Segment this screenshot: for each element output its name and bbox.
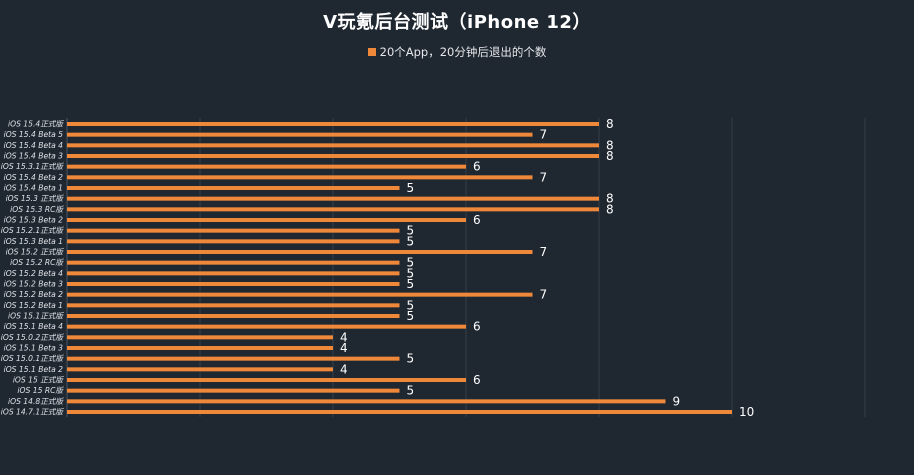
bar xyxy=(67,314,400,318)
bar xyxy=(67,260,400,265)
bar xyxy=(67,122,599,126)
legend-label: 20个App，20分钟后退出的个数 xyxy=(379,45,547,59)
bar xyxy=(67,228,400,233)
category-label: iOS 14.7.1正式版 xyxy=(1,408,65,417)
bar xyxy=(67,207,599,212)
data-label: 4 xyxy=(340,341,348,355)
category-label: iOS 15.2 Beta 3 xyxy=(4,280,64,289)
bar xyxy=(67,356,400,361)
data-label: 5 xyxy=(407,352,415,366)
category-label: iOS 15.1 Beta 3 xyxy=(4,344,64,353)
data-label: 5 xyxy=(407,298,415,312)
bar xyxy=(67,292,533,297)
data-label: 10 xyxy=(739,405,754,419)
chart-title: V玩氪后台测试（iPhone 12） xyxy=(323,12,591,33)
bar xyxy=(67,239,400,244)
category-label: iOS 15.3 Beta 1 xyxy=(4,237,63,246)
data-label: 8 xyxy=(606,192,614,206)
bar xyxy=(67,143,599,148)
category-label: iOS 15.3 Beta 2 xyxy=(4,216,64,225)
bar xyxy=(67,271,400,276)
category-label: iOS 15.4 Beta 4 xyxy=(4,141,64,150)
bar xyxy=(67,399,666,404)
data-label: 4 xyxy=(340,330,348,344)
category-label: iOS 15.1 Beta 4 xyxy=(4,322,64,331)
data-label: 6 xyxy=(473,373,481,387)
data-label: 8 xyxy=(606,138,614,152)
category-label: iOS 15.2.1正式版 xyxy=(1,226,65,235)
bar xyxy=(67,164,466,169)
data-label: 6 xyxy=(473,160,481,174)
bar xyxy=(67,186,400,190)
category-label: iOS 15.4 Beta 5 xyxy=(4,130,64,139)
data-label: 9 xyxy=(673,394,681,408)
data-label: 5 xyxy=(407,224,415,238)
category-label: iOS 15.2 Beta 4 xyxy=(4,269,64,278)
data-label: 5 xyxy=(407,266,415,280)
bar xyxy=(67,378,466,382)
data-label: 8 xyxy=(606,149,614,163)
category-label: iOS 15.1 Beta 2 xyxy=(4,365,64,374)
bar xyxy=(67,335,333,340)
bar xyxy=(67,324,466,329)
bar xyxy=(67,154,599,158)
category-label: iOS 15.4 Beta 2 xyxy=(4,173,64,182)
bar xyxy=(67,303,400,308)
data-label: 7 xyxy=(540,245,548,259)
bar xyxy=(67,410,732,414)
category-label: iOS 15 正式版 xyxy=(13,376,65,385)
category-label: iOS 15.3 RC版 xyxy=(10,205,64,214)
bar xyxy=(67,132,533,137)
bar xyxy=(67,388,400,393)
bar xyxy=(67,175,533,180)
data-label: 4 xyxy=(340,362,348,376)
bar xyxy=(67,367,333,372)
bar xyxy=(67,196,599,201)
data-label: 6 xyxy=(473,213,481,227)
data-label: 7 xyxy=(540,288,548,302)
legend-swatch xyxy=(367,48,376,56)
category-label: iOS 15.3 正式版 xyxy=(6,194,65,203)
category-label: iOS 15.0.1正式版 xyxy=(1,354,65,363)
data-label: 5 xyxy=(407,234,415,248)
data-label: 5 xyxy=(407,384,415,398)
category-label: iOS 15.2 正式版 xyxy=(6,248,65,257)
data-label: 8 xyxy=(606,202,614,216)
legend[interactable]: 20个App，20分钟后退出的个数 xyxy=(0,44,914,60)
category-label: iOS 15.4正式版 xyxy=(8,120,64,129)
bar xyxy=(67,218,466,222)
category-label: iOS 15.4 Beta 1 xyxy=(4,184,63,193)
data-label: 5 xyxy=(407,181,415,195)
category-label: iOS 15.0.2正式版 xyxy=(1,333,65,342)
data-label: 6 xyxy=(473,320,481,334)
category-label: iOS 15.1正式版 xyxy=(8,312,64,321)
data-label: 8 xyxy=(606,117,614,131)
bar xyxy=(67,346,333,350)
category-label: iOS 15.2 Beta 1 xyxy=(4,301,63,310)
data-label: 5 xyxy=(407,277,415,291)
data-label: 7 xyxy=(540,128,548,142)
bar xyxy=(67,282,400,286)
category-label: iOS 15.2 RC版 xyxy=(10,258,64,267)
category-label: iOS 15.2 Beta 2 xyxy=(4,290,64,299)
data-label: 7 xyxy=(540,170,548,184)
category-label: iOS 15.4 Beta 3 xyxy=(4,152,64,161)
category-label: iOS 15 RC版 xyxy=(17,386,64,395)
bar xyxy=(67,250,533,254)
data-label: 5 xyxy=(407,256,415,270)
category-label: iOS 15.3.1正式版 xyxy=(1,162,65,171)
data-label: 5 xyxy=(407,309,415,323)
category-label: iOS 14.8正式版 xyxy=(8,397,64,406)
